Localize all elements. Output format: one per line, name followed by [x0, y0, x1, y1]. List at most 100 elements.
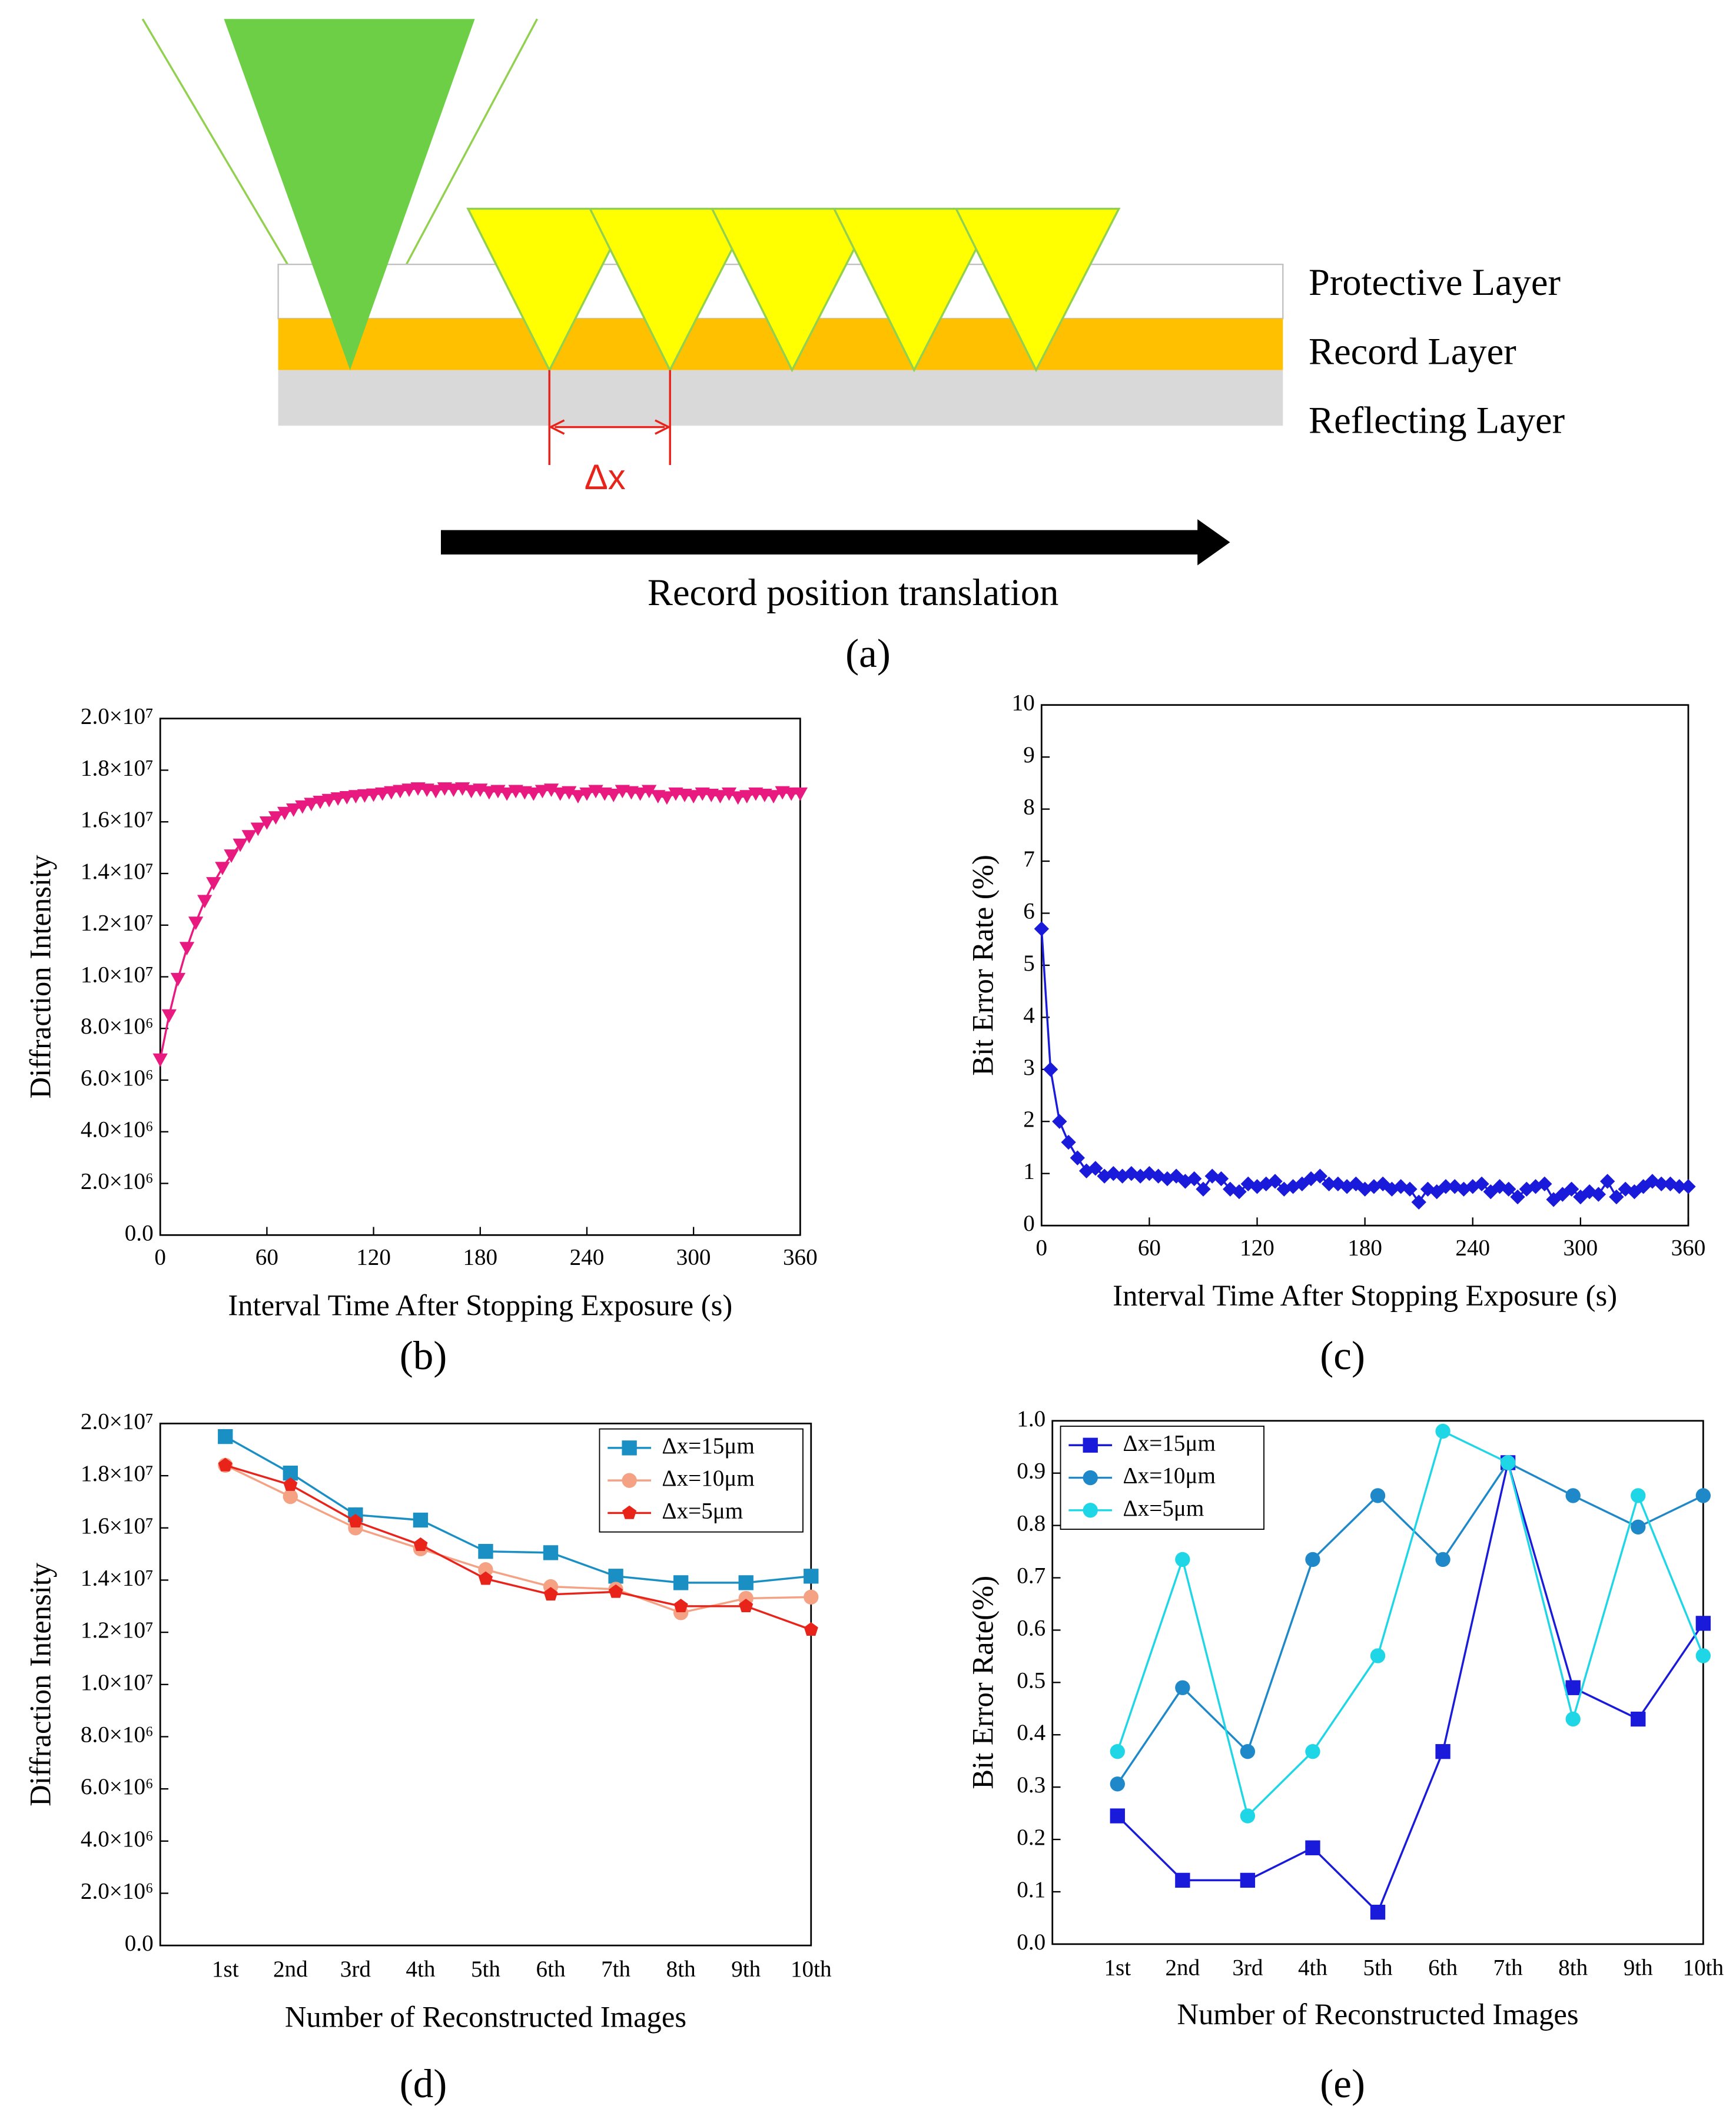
marker: [1232, 1184, 1247, 1200]
x-tick-label: 0: [1036, 1235, 1048, 1261]
yellow-beam: [588, 207, 755, 373]
marker: [1631, 1711, 1646, 1727]
marker: [1083, 1503, 1098, 1518]
y-tick-label: 8.0×10⁶: [81, 1014, 154, 1039]
marker: [1083, 1470, 1098, 1486]
marker: [579, 787, 595, 801]
marker: [268, 811, 284, 825]
marker: [738, 1575, 754, 1590]
chart: 0.0 2.0×10⁶ 4.0×10⁶ 6.0×10⁶ 8.0×10⁶ 1.0×10⁷ 1.…: [24, 704, 818, 1378]
x-tick-label: 0: [154, 1245, 166, 1270]
marker: [384, 786, 399, 800]
marker: [622, 1473, 637, 1488]
legend: Δx=15μm Δx=10μm Δx=5μm: [1060, 1426, 1264, 1530]
marker: [1370, 1488, 1386, 1503]
y-tick-label: 1.4×10⁷: [81, 1565, 154, 1590]
reflecting-layer: [278, 370, 1283, 426]
legend-label: Δx=10μm: [1123, 1463, 1216, 1489]
series-line: [1117, 1462, 1704, 1914]
marker: [543, 783, 559, 798]
x-tick-label: 8th: [1558, 1955, 1588, 1981]
x-tick-label: 360: [1671, 1235, 1706, 1261]
marker: [161, 1009, 177, 1023]
marker: [1110, 1808, 1125, 1824]
marker: [1052, 1114, 1067, 1129]
marker: [1695, 1648, 1711, 1663]
y-tick-label: 2.0×10⁷: [81, 704, 154, 729]
marker: [286, 803, 301, 817]
y-tick-label: 4: [1023, 1002, 1035, 1028]
y-tick-label: 0.8: [1017, 1511, 1045, 1536]
marker: [641, 785, 657, 799]
panel-label: (e): [1320, 2061, 1365, 2106]
marker: [250, 822, 265, 836]
y-tick-label: 0: [1023, 1211, 1035, 1236]
marker: [393, 785, 408, 799]
marker: [321, 793, 337, 808]
y-tick-label: 4.0×10⁶: [81, 1826, 154, 1852]
yellow-beam: [832, 207, 999, 373]
marker: [233, 838, 248, 852]
y-tick-label: 2: [1023, 1107, 1035, 1132]
marker: [295, 800, 310, 814]
marker: [535, 785, 550, 799]
x-tick-label: 10th: [1683, 1955, 1724, 1981]
y-tick-label: 8: [1023, 795, 1035, 820]
x-tick-label: 6th: [1428, 1955, 1458, 1981]
y-tick-label: 0.9: [1017, 1459, 1045, 1484]
marker: [1259, 1176, 1274, 1192]
marker: [1672, 1179, 1687, 1194]
marker: [739, 1599, 754, 1613]
marker: [218, 1429, 233, 1444]
marker: [1500, 1455, 1516, 1470]
y-axis-title: Diffraction Intensity: [24, 855, 57, 1099]
marker: [1537, 1176, 1552, 1192]
y-tick-label: 5: [1023, 951, 1035, 976]
marker: [152, 1053, 168, 1067]
series-line: [1116, 1430, 1704, 1818]
green-beam: [224, 19, 475, 370]
x-tick-label: 2nd: [273, 1957, 308, 1982]
y-tick-label: 1.0×10⁷: [81, 962, 154, 987]
y-tick-label: 1.4×10⁷: [81, 859, 154, 884]
marker: [1565, 1680, 1581, 1695]
marker: [1175, 1680, 1190, 1695]
x-axis-title: Interval Time After Stopping Exposure (s…: [1113, 1279, 1617, 1312]
y-axis-title: Diffraction Intensity: [24, 1562, 57, 1806]
marker: [499, 787, 515, 801]
marker: [1510, 1189, 1525, 1205]
legend-label: Δx=15μm: [1123, 1430, 1216, 1456]
delta-label: Δx: [585, 457, 626, 497]
marker: [1435, 1744, 1450, 1759]
y-axis-title: Bit Error Rate(%): [967, 1576, 1000, 1789]
marker: [1034, 921, 1049, 936]
y-tick-label: 1.8×10⁷: [81, 755, 154, 780]
y-tick-label: 0.7: [1017, 1563, 1045, 1589]
y-tick-label: 0.6: [1017, 1615, 1045, 1640]
plot-frame: [1040, 704, 1689, 1227]
marker: [241, 830, 257, 844]
marker: [1565, 1711, 1581, 1727]
y-tick-label: 0.1: [1017, 1877, 1045, 1902]
x-axis-title: Number of Reconstructed Images: [285, 2000, 686, 2033]
marker: [1631, 1519, 1646, 1535]
marker: [1438, 1179, 1453, 1194]
legend-label: Δx=5μm: [662, 1498, 743, 1523]
marker: [1088, 1161, 1103, 1176]
y-tick-label: 1.6×10⁷: [81, 1513, 154, 1539]
x-tick-label: 5th: [1363, 1955, 1393, 1981]
marker: [179, 942, 195, 956]
chart: 0 1 2 3 4 5 6 7 8 9 10 0 60 120 180 240 300 360 Interval T…: [967, 690, 1706, 1378]
x-tick-label: 9th: [1624, 1955, 1653, 1981]
marker: [1565, 1488, 1581, 1503]
x-tick-label: 9th: [731, 1957, 761, 1982]
marker: [375, 787, 390, 801]
panel-label: (b): [400, 1333, 447, 1378]
yellow-beam: [710, 207, 877, 373]
y-tick-label: 4.0×10⁶: [81, 1117, 154, 1142]
y-tick-label: 6: [1023, 898, 1035, 924]
marker: [1695, 1488, 1711, 1503]
marker: [1187, 1171, 1202, 1187]
